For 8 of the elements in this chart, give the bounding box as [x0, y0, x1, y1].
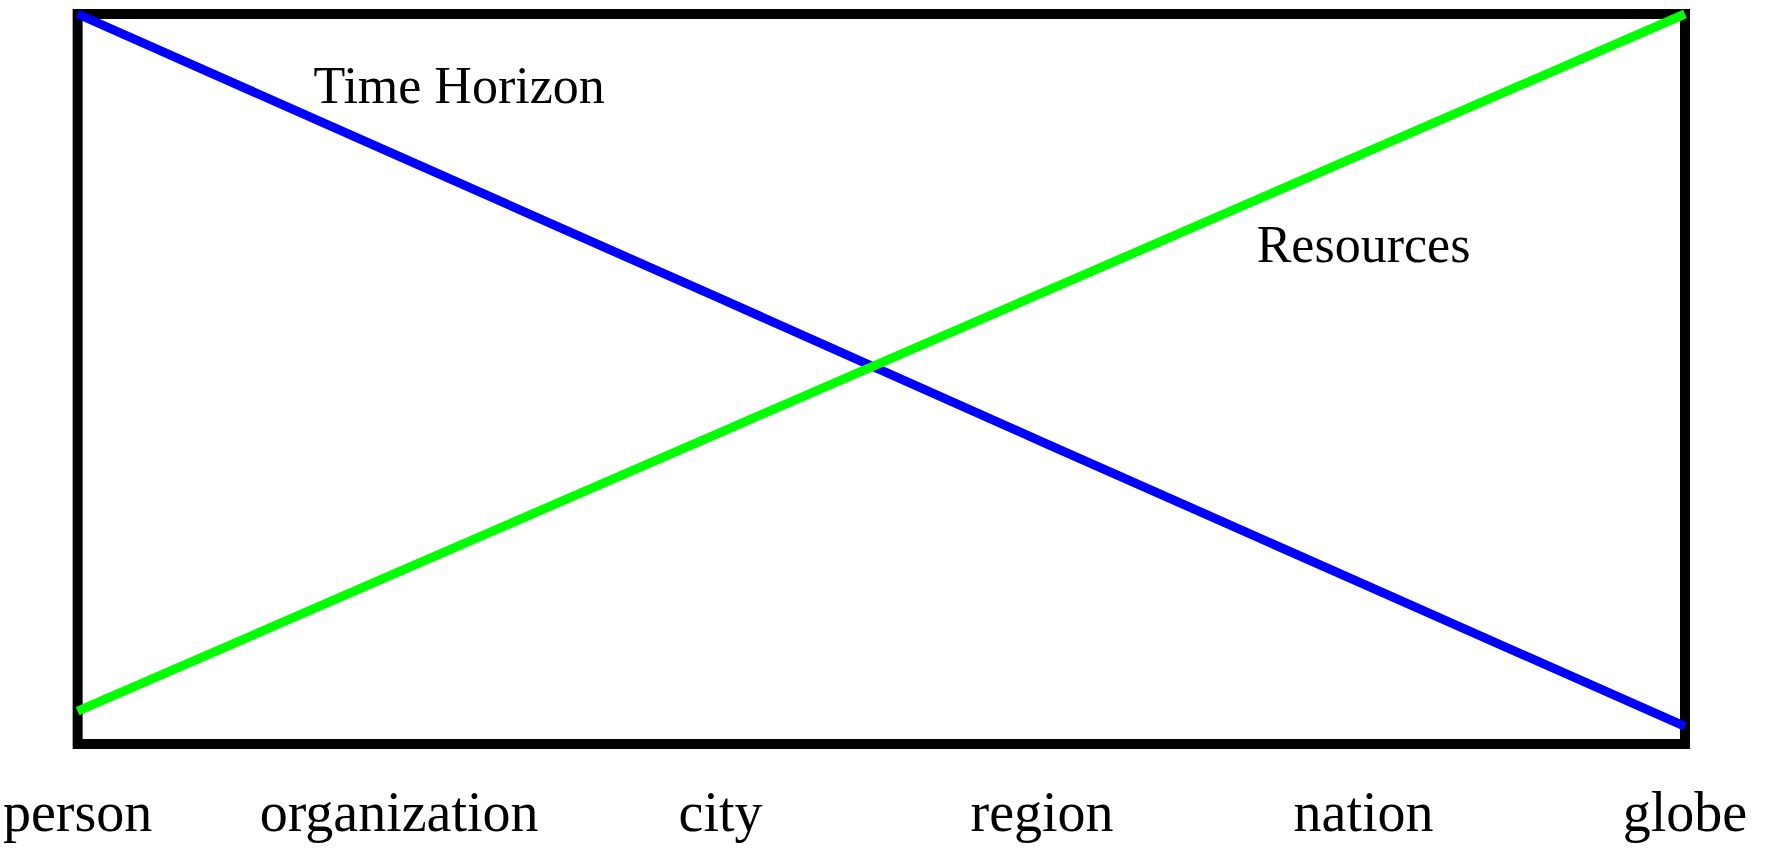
x-tick-label: person: [3, 781, 153, 843]
x-tick-label: region: [970, 781, 1114, 843]
series-label: Resources: [1256, 215, 1471, 273]
x-tick-label: globe: [1622, 781, 1748, 843]
x-tick-label: nation: [1293, 781, 1434, 843]
x-tick-label: city: [678, 781, 763, 843]
x-tick-label: organization: [259, 781, 539, 843]
series-label: Time Horizon: [313, 56, 605, 114]
